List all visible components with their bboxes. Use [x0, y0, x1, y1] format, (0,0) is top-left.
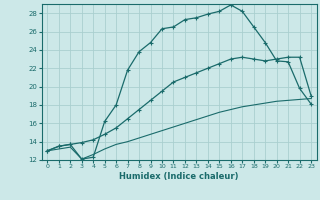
X-axis label: Humidex (Indice chaleur): Humidex (Indice chaleur): [119, 172, 239, 181]
